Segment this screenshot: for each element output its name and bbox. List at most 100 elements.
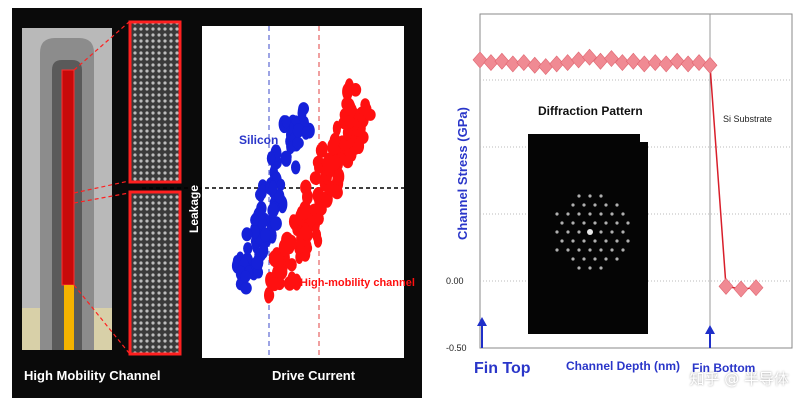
diffraction-spot [610,248,614,252]
hm-channel-point [331,154,341,171]
stress-point [472,51,488,69]
diffraction-spot [588,266,592,270]
hm-channel-point [354,137,365,154]
diffraction-spot [566,248,570,252]
hm-channel-point [327,138,337,156]
stress-series [472,48,764,298]
hm-channel-point [312,227,322,243]
silicon-point [292,123,304,138]
stress-point [647,54,663,72]
silicon-point [251,256,264,270]
hm-channel-point [364,108,376,121]
silicon-point [240,270,251,283]
drive-current-label: Drive Current [272,368,356,383]
diffraction-spot [593,239,597,243]
diffraction-spot [615,239,619,243]
stress-point [582,48,597,66]
stress-point [680,55,696,73]
silicon-point [291,160,301,175]
diffraction-spot [599,230,603,234]
tem-image-bottom [128,190,182,356]
diffraction-spot [610,212,614,216]
hm-channel-point [348,146,357,162]
stress-point [733,280,749,298]
diffraction-spot [599,212,603,216]
inset-title: Diffraction Pattern [538,104,643,118]
silicon-point [274,188,285,204]
device-caption: High Mobility Channel [24,368,161,383]
silicon-point [280,150,292,164]
hm-channel-point [279,238,292,257]
stress-point [494,52,510,70]
diffraction-spot [588,248,592,252]
diffraction-spot [621,248,625,252]
diffraction-spot [615,203,619,207]
hm-channel-point [264,288,275,303]
hm-channel-point [342,82,353,101]
diffraction-spot [587,229,593,235]
stress-point [549,55,565,73]
silicon-point [268,227,277,244]
stress-point [614,54,630,72]
diffraction-spot [577,266,581,270]
diffraction-spot [626,221,630,225]
diffraction-spot [582,221,586,225]
silicon-point [259,242,269,259]
stress-point [748,279,764,297]
diffraction-spot [599,248,603,252]
diffraction-spot [571,221,575,225]
hm-channel-point [342,125,352,141]
diffraction-spot [621,230,625,234]
y-axis-label: Channel Stress (GPa) [455,107,470,240]
stress-point [505,55,521,73]
diffraction-spot [555,248,559,252]
silicon-point [268,180,278,196]
silicon-point [250,214,260,226]
diffraction-spot [610,230,614,234]
zoom-line-mid2 [73,192,130,204]
device-figure-panel: Silicon High-mobility channel Leakage Hi… [12,8,422,398]
silicon-point [301,126,311,140]
diffraction-spots [555,194,630,270]
stress-point [636,55,652,73]
diffraction-spot [560,239,564,243]
diffraction-spot [621,212,625,216]
stress-point [669,52,685,70]
silicon-point [257,214,268,230]
stress-point [604,50,619,68]
silicon-point [267,202,279,219]
watermark: 知乎 @ 半导体 [689,370,789,388]
stress-point [702,56,718,74]
diffraction-spot [599,194,603,198]
diffraction-spot [577,230,581,234]
diffraction-spot [560,221,564,225]
hm-channel-point [299,225,312,241]
stress-chart-panel: 0.00 -0.50 Channel Stress (GPa) Si Subst… [430,0,805,411]
diffraction-spot [582,257,586,261]
stress-chart-svg: 0.00 -0.50 Channel Stress (GPa) Si Subst… [446,13,793,377]
hm-channel-point [339,138,348,151]
fin-bottom-label: Fin Bottom [692,361,755,375]
diffraction-spot [593,203,597,207]
diffraction-spot [588,194,592,198]
hm-channel-point [298,203,311,221]
diffraction-spot [626,239,630,243]
stress-point [691,54,707,72]
hm-channel-point [346,115,355,129]
hm-channel-point [334,167,345,186]
zoom-line-mid [73,180,130,194]
silicon-point [297,104,307,122]
stress-point [516,54,532,72]
hm-channel-point [300,179,312,196]
hm-channel-point [314,212,324,226]
hm-channel-point [317,141,328,158]
silicon-point [260,227,271,242]
fin-top-label: Fin Top [474,360,531,377]
stress-point [625,52,641,70]
hm-channel-point [345,102,357,117]
diffraction-spot [555,230,559,234]
hm-channel-point [315,202,327,216]
diffraction-spot [588,212,592,216]
silicon-point [281,115,291,129]
scatter-clusters [231,78,376,304]
